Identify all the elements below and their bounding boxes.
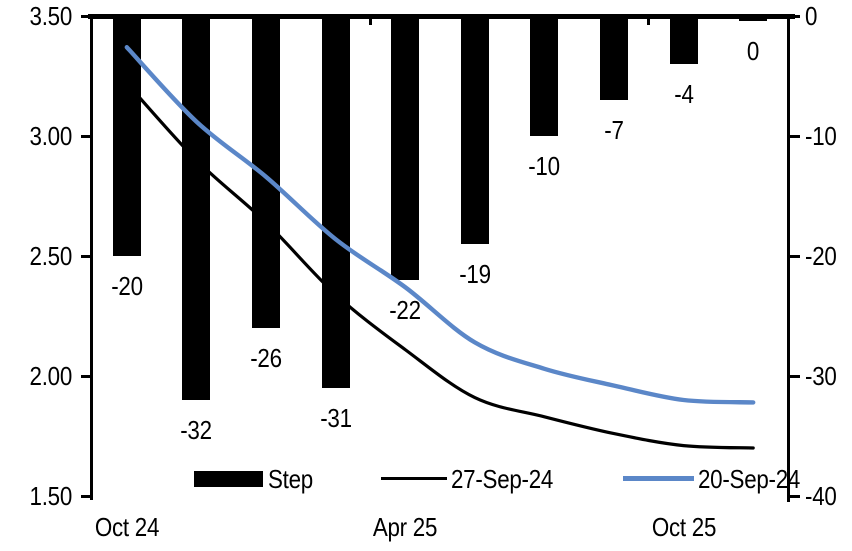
step-bar (252, 16, 280, 328)
right-axis-tick-label: -30 (805, 361, 837, 391)
top-axis-tick (647, 16, 651, 25)
right-axis-tick (790, 375, 800, 378)
legend-20-sep-24-label: 20-Sep-24 (698, 464, 801, 494)
x-axis-label: Oct 25 (651, 512, 717, 542)
bar-value-label: -26 (250, 343, 282, 373)
bar-value-label: -20 (111, 271, 143, 301)
bar-value-label: -4 (674, 79, 694, 109)
step-bar (113, 16, 141, 256)
left-axis-tick-label: 3.00 (29, 121, 73, 151)
left-axis-tick (81, 375, 91, 378)
x-axis-label: Apr 25 (372, 512, 438, 542)
top-category-axis-line (88, 14, 795, 19)
left-axis-tick-label: 2.50 (29, 241, 73, 271)
right-axis-tick (790, 255, 800, 258)
right-axis-tick-label: -40 (805, 481, 837, 511)
legend-20-sep-24-swatch (623, 476, 694, 481)
bar-value-label: -32 (180, 415, 212, 445)
left-axis-tick (81, 15, 91, 18)
step-bar (461, 16, 489, 244)
step-bar (530, 16, 558, 136)
left-axis-tick-label: 3.50 (29, 1, 73, 31)
legend-step-swatch (194, 471, 263, 487)
left-axis-tick-label: 2.00 (29, 361, 73, 391)
right-value-axis-line (787, 14, 790, 502)
right-axis-tick (790, 135, 800, 138)
step-bar (670, 16, 698, 64)
step-bar (182, 16, 210, 400)
left-axis-tick-label: 1.50 (29, 481, 73, 511)
bar-value-label: -22 (389, 295, 421, 325)
left-value-axis-line (90, 14, 93, 500)
right-axis-tick-label: -10 (805, 121, 837, 151)
step-bar (739, 16, 767, 21)
legend-27-sep-24-label: 27-Sep-24 (451, 464, 554, 494)
right-axis-tick (790, 15, 800, 18)
step-bar (600, 16, 628, 100)
x-axis-label: Oct 24 (94, 512, 160, 542)
step-bar (391, 16, 419, 280)
bar-value-label: -10 (528, 151, 560, 181)
right-axis-tick (790, 495, 800, 498)
legend-step-label: Step (268, 464, 313, 494)
right-axis-tick-label: 0 (805, 1, 818, 31)
top-axis-tick (368, 16, 372, 25)
step-bar (322, 16, 350, 388)
bar-value-label: -31 (320, 403, 352, 433)
legend-27-sep-24-swatch (381, 477, 447, 480)
bar-value-label: -19 (459, 259, 491, 289)
left-axis-tick (81, 495, 91, 498)
right-axis-tick-label: -20 (805, 241, 837, 271)
left-axis-tick (81, 255, 91, 258)
bar-value-label: 0 (746, 36, 760, 66)
left-axis-tick (81, 135, 91, 138)
bar-value-label: -7 (604, 115, 624, 145)
